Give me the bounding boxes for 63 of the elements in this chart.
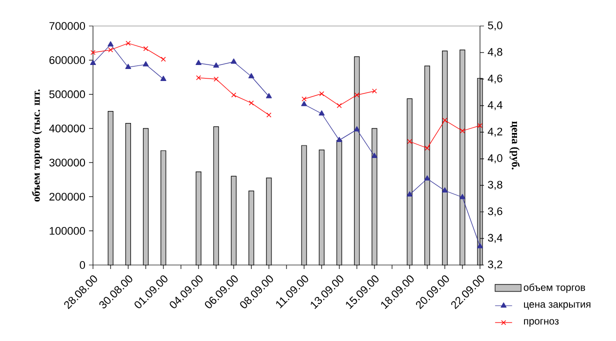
y-tick-label: 0 [80, 261, 86, 269]
point [214, 76, 219, 82]
point [126, 40, 131, 46]
point [125, 64, 132, 70]
y-tick-label: 100000 [50, 226, 86, 235]
point [108, 41, 114, 46]
point [336, 103, 342, 108]
y-tick-label: 300000 [49, 158, 86, 166]
point [230, 58, 237, 64]
y2-tick-label: 3,4 [488, 234, 502, 243]
y2-tick-label: 4,4 [488, 101, 502, 110]
point [354, 92, 360, 98]
y2-axis-title: цена (руб. [510, 121, 520, 170]
point [477, 243, 483, 248]
point [301, 100, 308, 106]
point [478, 123, 482, 128]
point [108, 47, 114, 52]
point [442, 187, 448, 192]
y-tick-label: 200000 [49, 192, 86, 201]
point [266, 112, 272, 118]
y2-tick-label: 3,8 [488, 180, 502, 190]
point [196, 75, 202, 80]
y-tick-label: 400000 [49, 124, 86, 132]
y2-tick-label: 3,6 [488, 207, 502, 216]
point [459, 194, 466, 200]
point [354, 126, 360, 132]
point [160, 56, 166, 62]
point [442, 118, 448, 123]
point [460, 128, 465, 134]
point [372, 152, 378, 158]
point [196, 60, 202, 66]
y-tick-label: 700000 [49, 22, 86, 30]
y2-tick-label: 4,2 [488, 128, 502, 137]
point [231, 92, 236, 98]
point [248, 100, 254, 106]
y2-tick-label: 3,2 [488, 260, 502, 270]
point [302, 96, 307, 102]
y-axis-title: объем торгов (тыс. шт. [32, 90, 42, 202]
legend-label: прогноз [524, 319, 559, 327]
y-tick-label: 600000 [49, 56, 86, 64]
point [318, 110, 325, 116]
point [160, 76, 166, 81]
point [336, 136, 342, 142]
y2-tick-label: 4,0 [488, 154, 502, 164]
y2-tick-label: 4,6 [488, 74, 502, 84]
point [407, 139, 412, 144]
y2-tick-label: 4,8 [488, 48, 502, 58]
point [248, 73, 254, 78]
y-tick-label: 500000 [49, 90, 86, 98]
legend-label: цена закрытия [524, 302, 590, 310]
point [372, 88, 377, 94]
point [406, 191, 413, 196]
y2-tick-label: 5,0 [488, 21, 502, 31]
point [143, 46, 148, 52]
point [424, 175, 430, 181]
point [142, 61, 149, 66]
point [319, 91, 324, 96]
legend-label: объем торгов [524, 284, 586, 293]
point [266, 93, 272, 98]
point [213, 62, 220, 68]
point [90, 50, 96, 56]
point [90, 60, 96, 66]
point [424, 146, 430, 151]
